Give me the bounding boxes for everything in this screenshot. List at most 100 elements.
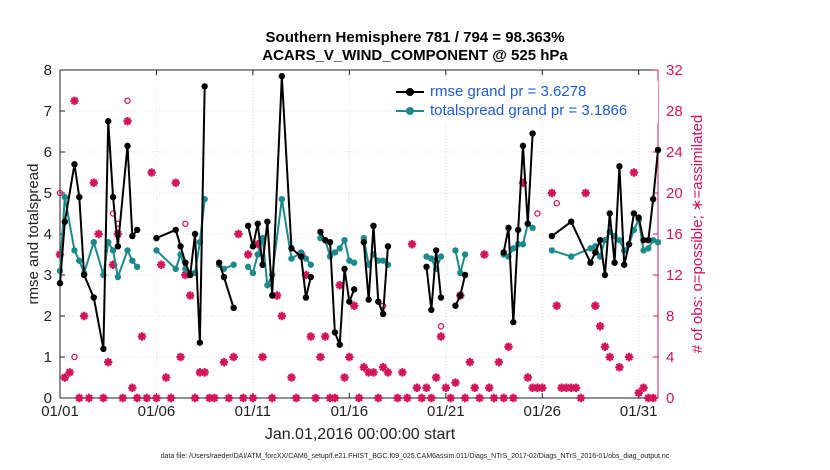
y-left-tick-label: 4 — [44, 226, 52, 243]
totalspread-point — [133, 263, 141, 270]
y-right-tick-label: 0 — [666, 390, 674, 407]
assimilated-obs-marker — [311, 393, 320, 403]
totalspread-point — [230, 261, 237, 268]
rmse-point — [625, 241, 633, 248]
assimilated-obs-marker — [605, 352, 614, 362]
assimilated-obs-marker — [272, 291, 282, 300]
assimilated-obs-marker — [229, 352, 238, 362]
assimilated-obs-marker — [538, 383, 547, 392]
rmse-point — [428, 306, 435, 314]
y-right-tick-label: 12 — [666, 267, 683, 284]
totalspread-point — [254, 251, 261, 258]
series-layer — [55, 72, 662, 403]
rmse-point — [346, 298, 353, 305]
assimilated-obs-marker — [629, 168, 639, 177]
assimilated-obs-marker — [75, 393, 84, 403]
assimilated-obs-marker — [79, 311, 89, 321]
rmse-point — [109, 193, 117, 201]
assimilated-obs-marker — [316, 352, 325, 362]
assimilated-obs-marker — [547, 188, 557, 198]
assimilated-obs-marker — [176, 352, 185, 362]
possible-obs-marker — [71, 353, 78, 361]
totalspread-point — [90, 239, 97, 246]
rmse-point — [461, 271, 469, 279]
rmse-point — [514, 226, 522, 234]
totalspread-point — [109, 247, 117, 254]
assimilated-obs-marker — [210, 393, 219, 403]
y-right-tick-label: 32 — [666, 62, 683, 79]
rmse-point — [640, 236, 647, 244]
assimilated-obs-marker — [600, 342, 610, 351]
rmse-point — [61, 218, 69, 225]
x-axis-start-label: Jan.01,2016 00:00:00 start — [264, 426, 456, 443]
rmse-point — [457, 292, 464, 299]
assimilated-obs-marker — [581, 188, 590, 198]
rmse-point — [172, 226, 179, 234]
rmse-point — [80, 271, 88, 279]
assimilated-obs-marker — [128, 383, 137, 392]
legend-label-spread: totalspread grand pr = 3.1866 — [430, 102, 628, 119]
assimilated-obs-marker — [504, 342, 513, 351]
assimilated-obs-marker — [94, 229, 103, 239]
rmse-point — [350, 286, 358, 293]
totalspread-point — [548, 247, 556, 254]
tick-labels: 01/01 01/06 01/11 01/16 01/21 01/26 01/3101234… — [25, 62, 706, 420]
y-right-tick-label: 16 — [666, 226, 683, 243]
assimilated-obs-marker — [417, 393, 426, 403]
totalspread-point — [341, 236, 348, 244]
assimilated-obs-marker — [137, 332, 147, 341]
totalspread-point — [278, 195, 286, 203]
rmse-point — [519, 142, 527, 150]
rmse-point — [635, 214, 642, 221]
assimilated-obs-marker — [441, 383, 451, 392]
totalspread-point — [587, 245, 594, 252]
totalspread-point — [452, 247, 459, 254]
assimilated-obs-marker — [113, 229, 123, 239]
assimilated-obs-marker — [639, 383, 648, 392]
legend-marker-rmse — [406, 88, 414, 96]
rmse-point — [452, 302, 459, 309]
rmse-point — [432, 247, 440, 254]
assimilated-obs-marker — [253, 240, 262, 249]
assimilated-obs-marker — [104, 357, 113, 367]
totalspread-point — [288, 255, 295, 262]
rmse-point — [379, 310, 387, 318]
totalspread-point — [461, 251, 469, 258]
totalspread-point — [259, 234, 266, 242]
assimilated-obs-marker — [475, 393, 484, 403]
assimilated-obs-marker — [277, 311, 287, 321]
totalspread-point — [153, 247, 160, 254]
totalspread-point — [76, 257, 83, 264]
y-axis-right-label: # of obs: o=possible; ∗=assimilated — [689, 115, 706, 354]
assimilated-obs-marker — [465, 357, 475, 367]
chart-title-line2: ACARS_V_WIND_COMPONENT @ 525 hPa — [262, 47, 568, 64]
assimilated-obs-marker — [595, 322, 605, 331]
totalspread-point — [601, 236, 609, 244]
assimilated-obs-marker — [166, 393, 176, 403]
rmse-line — [454, 274, 467, 307]
rmse-point — [187, 271, 194, 279]
totalspread-point — [567, 253, 575, 260]
totalspread-point — [307, 261, 314, 268]
totalspread-point — [244, 263, 252, 270]
rmse-line — [156, 86, 206, 343]
assimilated-obs-marker — [171, 178, 180, 187]
rmse-point — [645, 236, 652, 244]
y-left-tick-label: 7 — [44, 103, 52, 120]
rmse-point — [601, 271, 609, 279]
rmse-point — [649, 195, 657, 203]
assimilated-obs-marker — [147, 168, 156, 177]
rmse-point — [153, 234, 160, 242]
assimilated-obs-marker — [523, 373, 532, 382]
rmse-point — [191, 230, 199, 238]
assimilated-obs-marker — [123, 117, 132, 126]
assimilated-obs-marker — [566, 383, 576, 392]
assimilated-obs-marker — [349, 301, 359, 310]
rmse-point — [264, 218, 271, 225]
assimilated-obs-marker — [591, 301, 600, 310]
assimilated-obs-marker — [157, 260, 166, 269]
rmse-point — [384, 243, 392, 250]
assimilated-obs-marker — [557, 383, 566, 392]
assimilated-obs-marker — [70, 96, 79, 105]
possible-obs-marker — [553, 199, 560, 207]
